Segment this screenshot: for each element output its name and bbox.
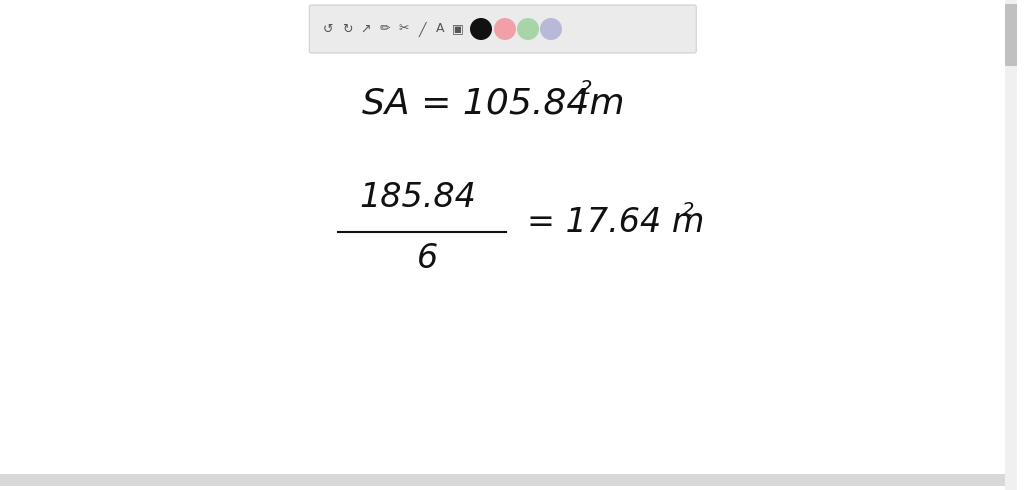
Circle shape [517, 18, 539, 40]
Text: ✂: ✂ [398, 23, 410, 35]
FancyBboxPatch shape [0, 474, 1005, 486]
Text: SA = 105.84m: SA = 105.84m [362, 86, 625, 120]
Text: 2: 2 [580, 79, 592, 98]
FancyBboxPatch shape [1005, 0, 1017, 490]
Text: = 17.64 m: = 17.64 m [527, 205, 705, 239]
Circle shape [470, 18, 492, 40]
Text: 6: 6 [418, 242, 438, 274]
FancyBboxPatch shape [309, 5, 696, 53]
Circle shape [540, 18, 562, 40]
Text: ✏: ✏ [380, 23, 390, 35]
FancyBboxPatch shape [1005, 4, 1017, 66]
Text: ↻: ↻ [342, 23, 352, 35]
Text: 2: 2 [682, 200, 694, 220]
Text: ↗: ↗ [360, 23, 372, 35]
Text: ▣: ▣ [453, 23, 464, 35]
Circle shape [494, 18, 516, 40]
Text: A: A [436, 23, 444, 35]
Text: 185.84: 185.84 [359, 180, 476, 214]
Text: ╱: ╱ [418, 22, 426, 37]
Text: ↺: ↺ [323, 23, 333, 35]
